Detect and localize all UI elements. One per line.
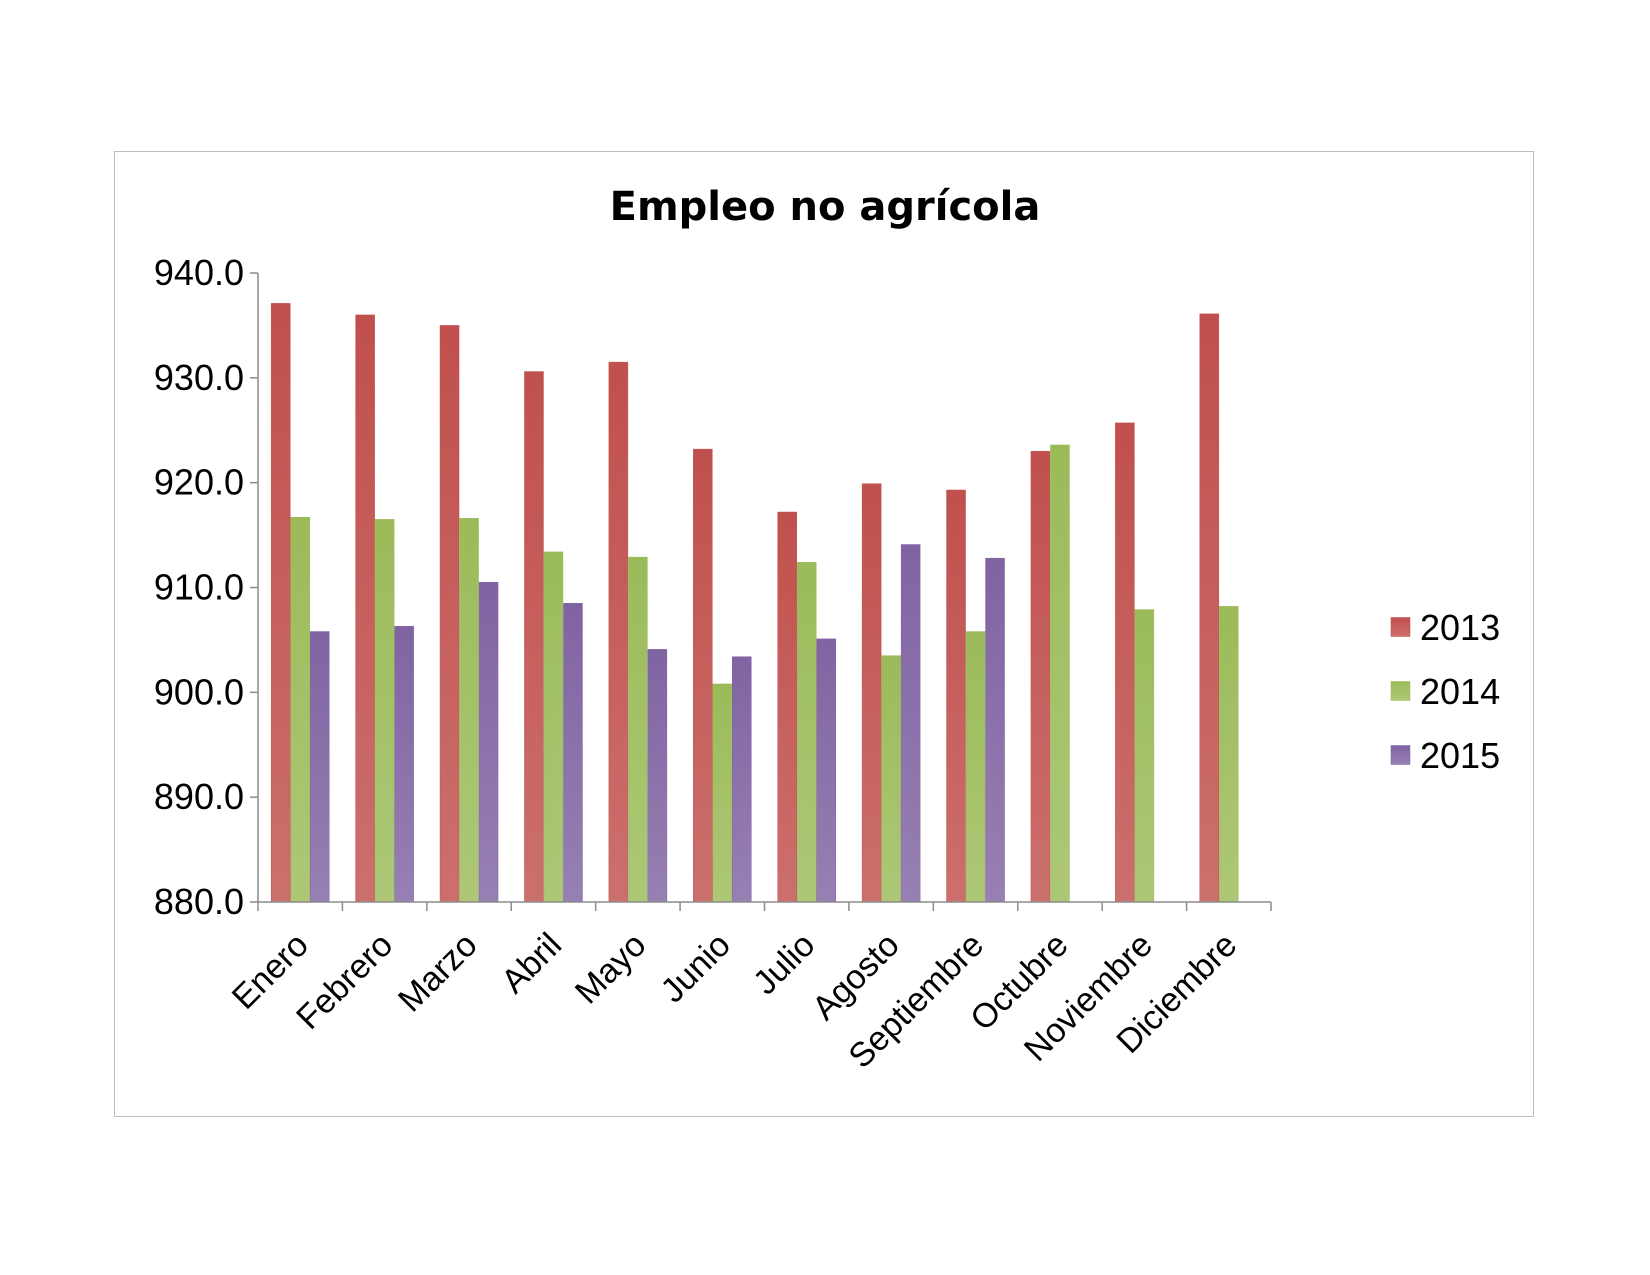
- bar-2015-agosto: [900, 544, 921, 903]
- bar-2013-octubre: [1030, 450, 1051, 903]
- bar-2014-febrero: [374, 519, 395, 903]
- x-tick-label-abril: Abril: [494, 926, 569, 1001]
- bar-2015-marzo: [478, 582, 499, 903]
- chart-title: Empleo no agrícola: [610, 184, 1041, 230]
- legend: 2013 2014 2015: [1390, 607, 1500, 776]
- y-tick-label: 930.0: [154, 357, 244, 398]
- legend-swatch-2013: [1390, 617, 1411, 637]
- bar-2015-septiembre: [985, 557, 1005, 903]
- y-tick-label: 940.0: [154, 252, 244, 293]
- y-tick-label: 880.0: [154, 881, 244, 922]
- bar-2015-julio: [816, 638, 836, 903]
- bar-2014-septiembre: [965, 631, 986, 903]
- legend-label-2013: 2013: [1420, 607, 1500, 648]
- legend-label-2014: 2014: [1420, 671, 1500, 712]
- bar-2015-abril: [563, 602, 583, 903]
- bar-2014-enero: [290, 517, 310, 903]
- bar-2014-noviembre: [1134, 609, 1155, 903]
- bar-2013-abril: [524, 371, 544, 903]
- x-tick-label-febrero: Febrero: [289, 926, 400, 1037]
- bar-2014-agosto: [881, 655, 901, 903]
- bar-2014-octubre: [1050, 444, 1070, 903]
- bar-2013-julio: [777, 511, 797, 903]
- x-tick-label-mayo: Mayo: [568, 926, 654, 1012]
- bar-2014-junio: [712, 683, 733, 903]
- bar-2014-diciembre: [1219, 606, 1239, 903]
- x-tick-label-julio: Julio: [746, 926, 822, 1002]
- y-tick-label: 890.0: [154, 776, 244, 817]
- bar-2015-enero: [309, 631, 330, 903]
- bar-2013-mayo: [608, 361, 629, 903]
- bar-2013-junio: [693, 448, 713, 903]
- bar-2013-febrero: [355, 314, 375, 903]
- legend-label-2015: 2015: [1420, 735, 1500, 776]
- y-tick-label: 900.0: [154, 671, 244, 712]
- bar-2013-septiembre: [946, 489, 966, 903]
- plot-area: 880.0890.0900.0910.0920.0930.0940.0Enero…: [154, 252, 1272, 1076]
- bar-2014-abril: [543, 551, 564, 903]
- legend-swatch-2014: [1390, 681, 1411, 701]
- bar-2013-noviembre: [1115, 422, 1135, 903]
- bar-2014-marzo: [459, 518, 479, 903]
- x-tick-label-junio: Junio: [654, 926, 738, 1010]
- chart-area: Empleo no agrícola 880.0 890.0 900.0 910.0 9…: [114, 151, 1534, 1117]
- bar-chart: Empleo no agrícola 880.0 890.0 900.0 910.0 9…: [154, 184, 1500, 1076]
- y-tick-label: 920.0: [154, 462, 244, 503]
- bar-2015-junio: [732, 656, 752, 903]
- bar-2013-enero: [270, 303, 291, 903]
- bar-2015-mayo: [647, 649, 668, 903]
- bar-2013-diciembre: [1199, 313, 1220, 903]
- y-tick-label: 910.0: [154, 567, 244, 608]
- bar-2015-febrero: [394, 626, 414, 903]
- bar-2013-agosto: [861, 483, 882, 903]
- x-tick-label-marzo: Marzo: [391, 926, 485, 1020]
- legend-swatch-2015: [1390, 745, 1411, 765]
- bar-2013-marzo: [439, 325, 460, 903]
- bar-2014-julio: [796, 562, 817, 903]
- bar-2014-mayo: [628, 556, 648, 903]
